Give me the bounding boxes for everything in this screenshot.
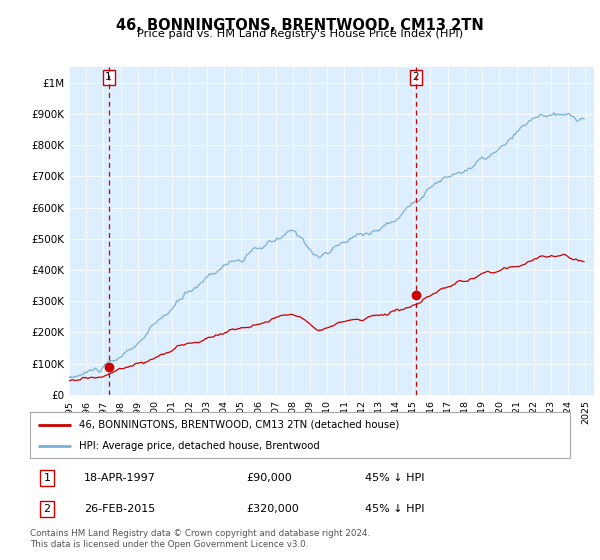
Text: 45% ↓ HPI: 45% ↓ HPI (365, 473, 424, 483)
Text: 1: 1 (44, 473, 50, 483)
Text: £320,000: £320,000 (246, 503, 299, 514)
Text: 18-APR-1997: 18-APR-1997 (84, 473, 156, 483)
Text: 2: 2 (44, 503, 50, 514)
Text: 46, BONNINGTONS, BRENTWOOD, CM13 2TN (detached house): 46, BONNINGTONS, BRENTWOOD, CM13 2TN (de… (79, 419, 399, 430)
Text: 2: 2 (413, 72, 419, 82)
Text: HPI: Average price, detached house, Brentwood: HPI: Average price, detached house, Bren… (79, 441, 319, 451)
Text: Price paid vs. HM Land Registry's House Price Index (HPI): Price paid vs. HM Land Registry's House … (137, 29, 463, 39)
Text: Contains HM Land Registry data © Crown copyright and database right 2024.
This d: Contains HM Land Registry data © Crown c… (30, 529, 370, 549)
Text: 46, BONNINGTONS, BRENTWOOD, CM13 2TN: 46, BONNINGTONS, BRENTWOOD, CM13 2TN (116, 18, 484, 33)
Text: 45% ↓ HPI: 45% ↓ HPI (365, 503, 424, 514)
Text: 1: 1 (105, 72, 112, 82)
Text: 26-FEB-2015: 26-FEB-2015 (84, 503, 155, 514)
Text: £90,000: £90,000 (246, 473, 292, 483)
